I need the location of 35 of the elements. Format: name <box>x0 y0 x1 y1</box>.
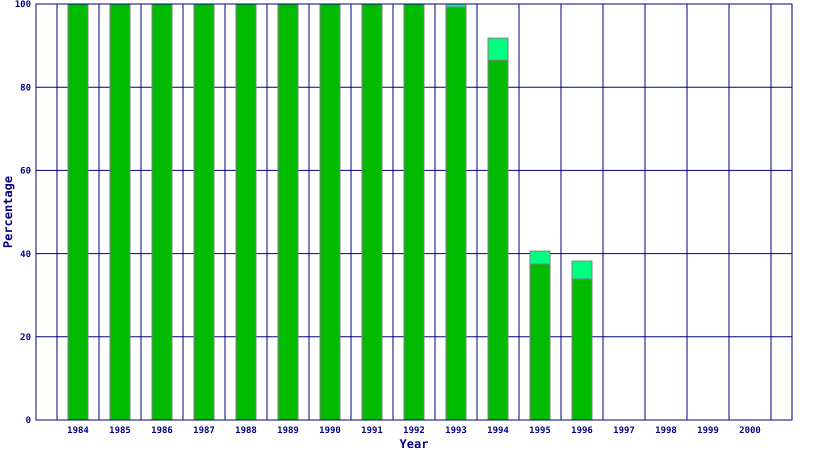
x-tick-label: 1991 <box>361 426 383 436</box>
x-axis-title: Year <box>400 437 428 450</box>
x-tick-label: 1999 <box>697 426 719 436</box>
bar <box>194 4 214 420</box>
x-tick-label: 1992 <box>403 426 425 436</box>
x-tick-label: 1994 <box>487 426 510 436</box>
bar <box>152 4 172 420</box>
x-tick-label: 1986 <box>151 426 173 436</box>
bar <box>68 4 88 420</box>
x-tick-label: 1998 <box>655 426 677 436</box>
bar <box>110 4 130 420</box>
y-tick-label: 40 <box>20 250 31 260</box>
y-tick-label: 0 <box>26 416 31 426</box>
bar <box>320 4 340 420</box>
bar <box>446 6 466 420</box>
x-tick-label: 1985 <box>109 426 131 436</box>
x-tick-label: 1990 <box>319 426 341 436</box>
x-tick-label: 1997 <box>613 426 635 436</box>
y-tick-label: 20 <box>20 332 31 343</box>
x-tick-label: 2000 <box>739 426 761 436</box>
bar <box>404 4 424 420</box>
x-tick-label: 1984 <box>67 426 90 436</box>
x-tick-label: 1989 <box>277 426 299 436</box>
y-tick-label: 60 <box>20 166 31 177</box>
bar <box>362 4 382 420</box>
x-tick-label: 1995 <box>529 426 551 436</box>
x-tick-label: 1987 <box>193 426 215 436</box>
x-tick-label: 1993 <box>445 426 467 436</box>
x-tick-label: 1988 <box>235 426 257 436</box>
y-tick-label: 80 <box>20 83 31 94</box>
y-tick-label: 100 <box>14 0 31 10</box>
bar <box>236 4 256 420</box>
x-tick-label: 1996 <box>571 426 593 436</box>
bar <box>278 4 298 420</box>
y-axis-title: Percentage <box>1 176 15 248</box>
